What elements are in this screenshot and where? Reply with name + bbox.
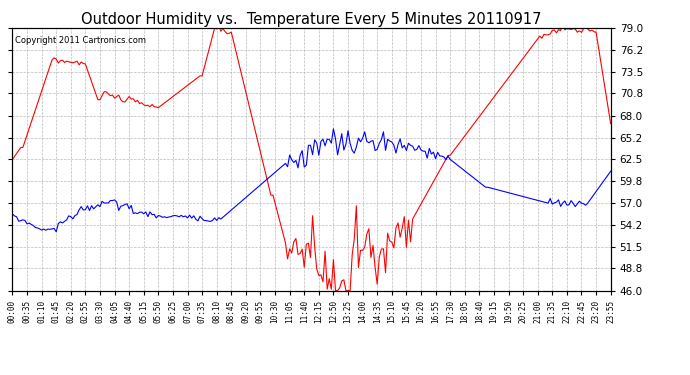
Title: Outdoor Humidity vs.  Temperature Every 5 Minutes 20110917: Outdoor Humidity vs. Temperature Every 5…: [81, 12, 542, 27]
Text: Copyright 2011 Cartronics.com: Copyright 2011 Cartronics.com: [15, 36, 146, 45]
